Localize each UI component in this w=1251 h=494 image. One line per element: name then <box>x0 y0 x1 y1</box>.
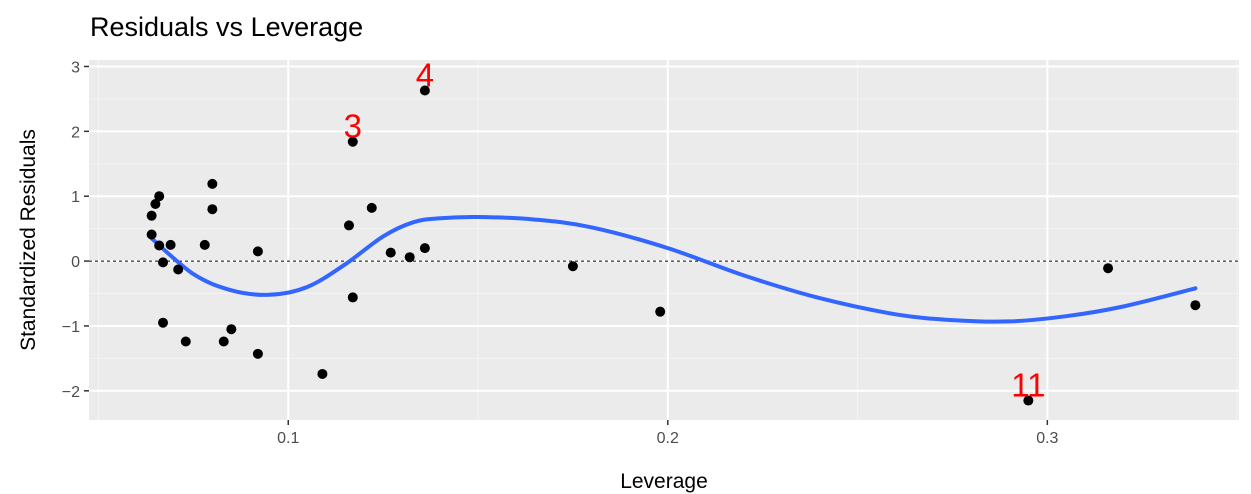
data-point <box>252 246 263 257</box>
x-axis: 0.1 0.2 0.3 <box>277 420 1059 447</box>
x-tick-label: 0.3 <box>1036 430 1058 447</box>
point-label: 3 <box>344 108 362 145</box>
data-point <box>343 220 354 231</box>
data-point <box>154 240 165 251</box>
data-point <box>158 317 169 328</box>
x-axis-title: Leverage <box>620 470 708 493</box>
major-gridlines <box>89 60 1239 420</box>
outlier-labels: 4 3 11 <box>344 56 1046 403</box>
data-point <box>154 191 165 202</box>
data-point <box>180 336 191 347</box>
data-point <box>218 336 229 347</box>
point-label: 11 <box>1011 367 1045 404</box>
data-point <box>419 243 430 254</box>
x-tick-label: 0.2 <box>657 430 679 447</box>
data-point <box>1103 263 1114 274</box>
data-point <box>146 229 157 240</box>
y-tick-label: 1 <box>71 189 80 206</box>
y-tick-label: 0 <box>71 254 80 271</box>
data-point <box>1190 300 1201 311</box>
y-axis: −2 −1 0 1 2 3 <box>62 59 89 401</box>
data-point <box>146 210 157 221</box>
data-point <box>207 178 218 189</box>
y-axis-title: Standardized Residuals <box>17 129 40 351</box>
data-point <box>252 348 263 359</box>
chart-title: Residuals vs Leverage <box>90 12 364 42</box>
y-tick-label: −2 <box>62 384 80 401</box>
smooth-trend-line <box>149 214 1198 324</box>
data-point <box>655 306 666 317</box>
data-point <box>567 261 578 272</box>
y-tick-label: −1 <box>62 319 80 336</box>
data-point <box>366 202 377 213</box>
x-tick-label: 0.1 <box>277 430 299 447</box>
data-point <box>419 85 430 96</box>
y-tick-label: 3 <box>71 59 80 76</box>
data-point <box>158 257 169 268</box>
data-point <box>347 136 358 147</box>
data-point <box>404 252 415 263</box>
data-point <box>207 204 218 215</box>
data-point <box>173 264 184 275</box>
data-point <box>317 368 328 379</box>
data-point <box>165 239 176 250</box>
data-point <box>1023 395 1034 406</box>
plot-panel <box>89 60 1239 420</box>
point-label: 4 <box>416 56 434 93</box>
y-tick-label: 2 <box>71 124 80 141</box>
data-point <box>150 199 161 209</box>
data-point <box>226 324 237 335</box>
data-point <box>347 292 358 303</box>
data-point <box>199 239 210 250</box>
data-point <box>385 247 396 258</box>
data-points <box>146 85 1201 406</box>
